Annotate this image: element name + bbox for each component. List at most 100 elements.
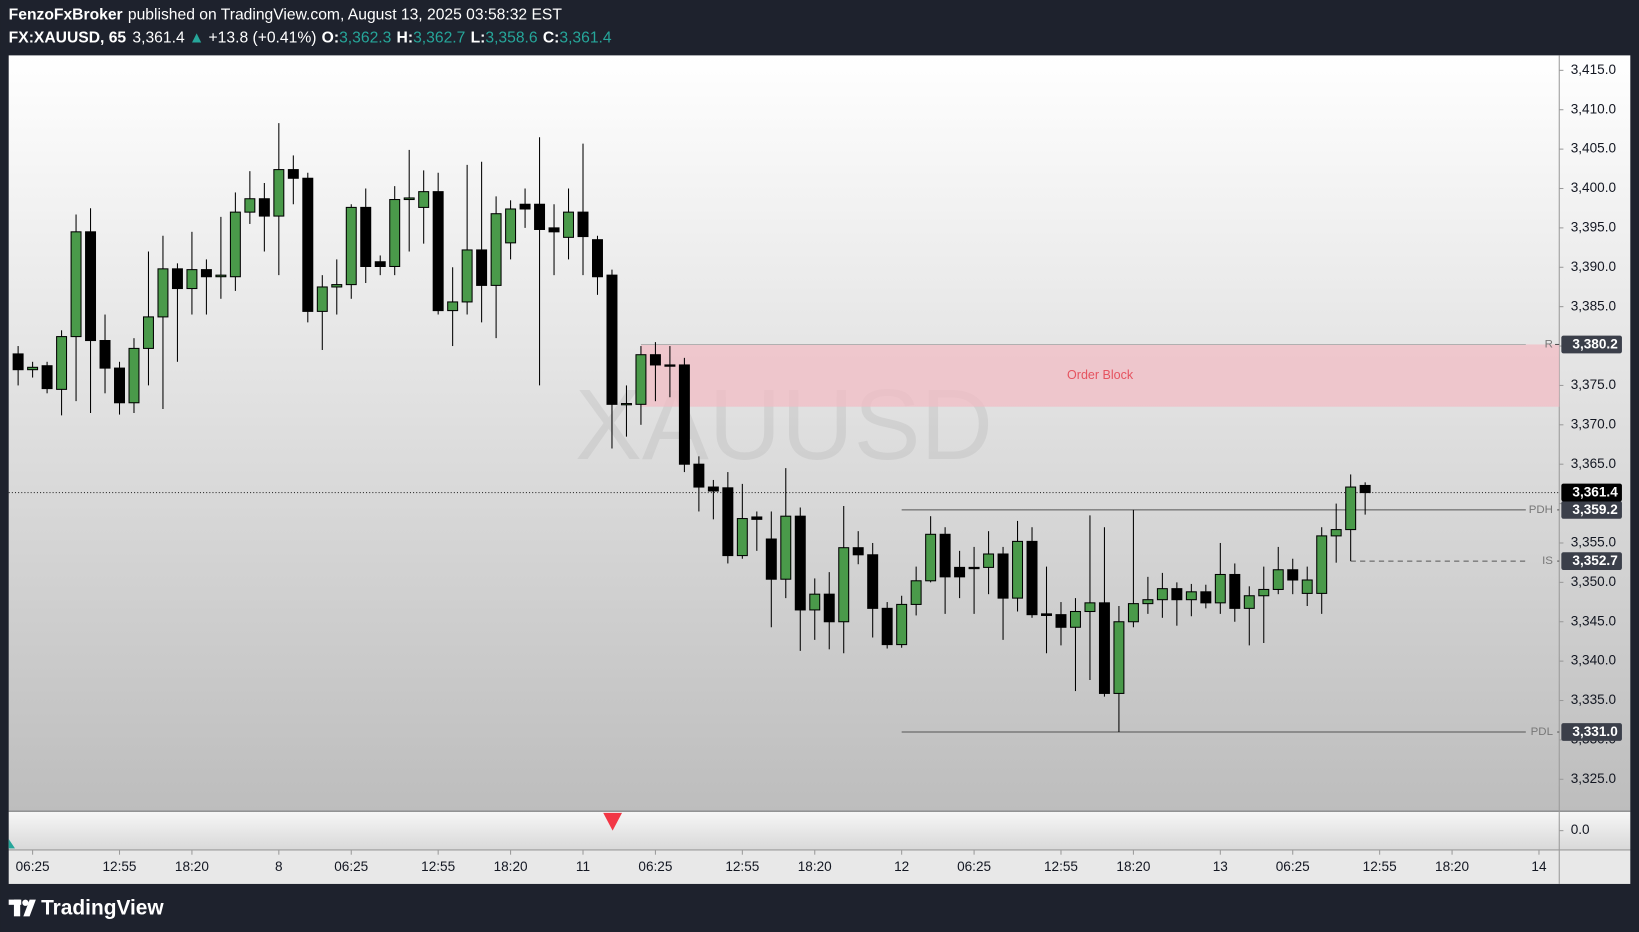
candle — [418, 170, 430, 244]
logo-dot — [22, 899, 29, 906]
x-tick-label: 8 — [275, 859, 283, 874]
x-tick-label: 06:25 — [334, 859, 368, 874]
candle-body — [925, 533, 937, 582]
candle-body — [823, 593, 835, 623]
published: published on TradingView.com, August 13,… — [128, 7, 562, 24]
candle-body — [1330, 529, 1342, 537]
candle-body — [490, 213, 502, 286]
level-price-label: 3,359.2 — [1572, 502, 1618, 517]
candle — [838, 505, 850, 654]
candle-body — [12, 353, 24, 371]
candle — [345, 204, 357, 299]
candle-body — [215, 274, 227, 278]
candle-body — [200, 269, 212, 278]
candle-body — [649, 354, 661, 366]
candle — [316, 275, 328, 350]
indicator-pane — [8, 811, 1631, 850]
level-name: PDH — [1529, 504, 1553, 516]
candle — [447, 267, 459, 347]
candle — [852, 531, 864, 565]
candle — [1113, 605, 1125, 733]
candle-body — [722, 487, 734, 557]
candle — [519, 188, 531, 228]
l-label: L: — [471, 30, 486, 47]
candle-body — [302, 177, 314, 312]
candle-body — [345, 206, 357, 286]
x-tick-label: 12 — [894, 859, 909, 874]
level-name: PDL — [1531, 726, 1553, 738]
candle — [273, 123, 285, 276]
candle-body — [432, 191, 444, 312]
x-tick-label: 12:55 — [103, 859, 137, 874]
candle — [983, 531, 995, 595]
candle — [1012, 520, 1024, 612]
y-tick-label: 3,375.0 — [1571, 377, 1617, 392]
y-tick-label: 3,415.0 — [1571, 62, 1617, 77]
candle-body — [534, 203, 546, 230]
candle-body — [142, 316, 154, 349]
candle — [1272, 546, 1284, 595]
candle — [186, 231, 198, 315]
candle — [360, 188, 372, 284]
candle — [114, 361, 125, 415]
candle — [635, 346, 647, 425]
candle — [1069, 598, 1081, 692]
logo-stem — [13, 899, 21, 917]
candle-body — [664, 364, 676, 367]
candle — [1185, 583, 1197, 617]
x-tick-label: 12:55 — [421, 859, 455, 874]
candle-body — [1229, 573, 1241, 609]
candle — [432, 172, 444, 315]
order-block-label: Order Block — [1067, 368, 1134, 382]
candle-body — [1069, 610, 1081, 628]
y-tick-label: 3,370.0 — [1571, 416, 1617, 431]
y-tick-label: 3,385.0 — [1571, 298, 1617, 313]
level-price-label: 3,331.0 — [1572, 724, 1617, 739]
y-tick-label: 3,405.0 — [1571, 141, 1617, 156]
candle — [1243, 586, 1255, 646]
level-price-label: 3,352.7 — [1572, 553, 1617, 568]
candle — [85, 208, 97, 414]
candle-body — [563, 211, 575, 238]
candle-body — [1345, 486, 1357, 531]
candle-body — [794, 515, 806, 611]
candle-body — [1258, 588, 1270, 597]
candle — [939, 527, 951, 614]
last-price-label: 3,361.4 — [1572, 485, 1618, 500]
candle-body — [678, 364, 690, 465]
candle — [12, 346, 24, 386]
candle-body — [968, 566, 980, 570]
candle — [1098, 527, 1110, 697]
candle-body — [620, 403, 632, 406]
candle-body — [229, 211, 241, 278]
candle-body — [128, 347, 140, 404]
candle-body — [374, 261, 386, 268]
candle-body — [939, 533, 951, 578]
candle-body — [287, 169, 299, 179]
candle — [157, 235, 169, 410]
level-name: IS — [1542, 555, 1553, 567]
candle — [563, 188, 575, 260]
x-tick-label: 13 — [1213, 859, 1228, 874]
y-tick-label: 3,340.0 — [1571, 653, 1617, 668]
candle-body — [1127, 603, 1139, 623]
x-tick-label: 11 — [576, 859, 590, 874]
y-tick-label: 3,410.0 — [1571, 101, 1617, 116]
candle — [200, 259, 212, 315]
candle-body — [99, 340, 111, 369]
logo — [8, 899, 36, 917]
candle-body — [389, 199, 401, 268]
candle — [1301, 566, 1313, 606]
o-label: O: — [322, 30, 339, 47]
candle-body — [273, 169, 285, 217]
header-line-2: FX:XAUUSD, 65 3,361.4 ▲ +13.8 (+0.41%) O:3,3… — [9, 30, 612, 47]
y-tick-label: 3,365.0 — [1571, 456, 1617, 471]
candle-body — [1214, 573, 1226, 604]
level-price-label-box — [1561, 501, 1622, 519]
arrow: ▲ — [189, 30, 205, 47]
candle — [606, 269, 618, 449]
candle-body — [548, 227, 560, 233]
x-tick-label: 18:20 — [1116, 859, 1150, 874]
order-block — [640, 344, 1560, 407]
candle — [1026, 527, 1038, 618]
